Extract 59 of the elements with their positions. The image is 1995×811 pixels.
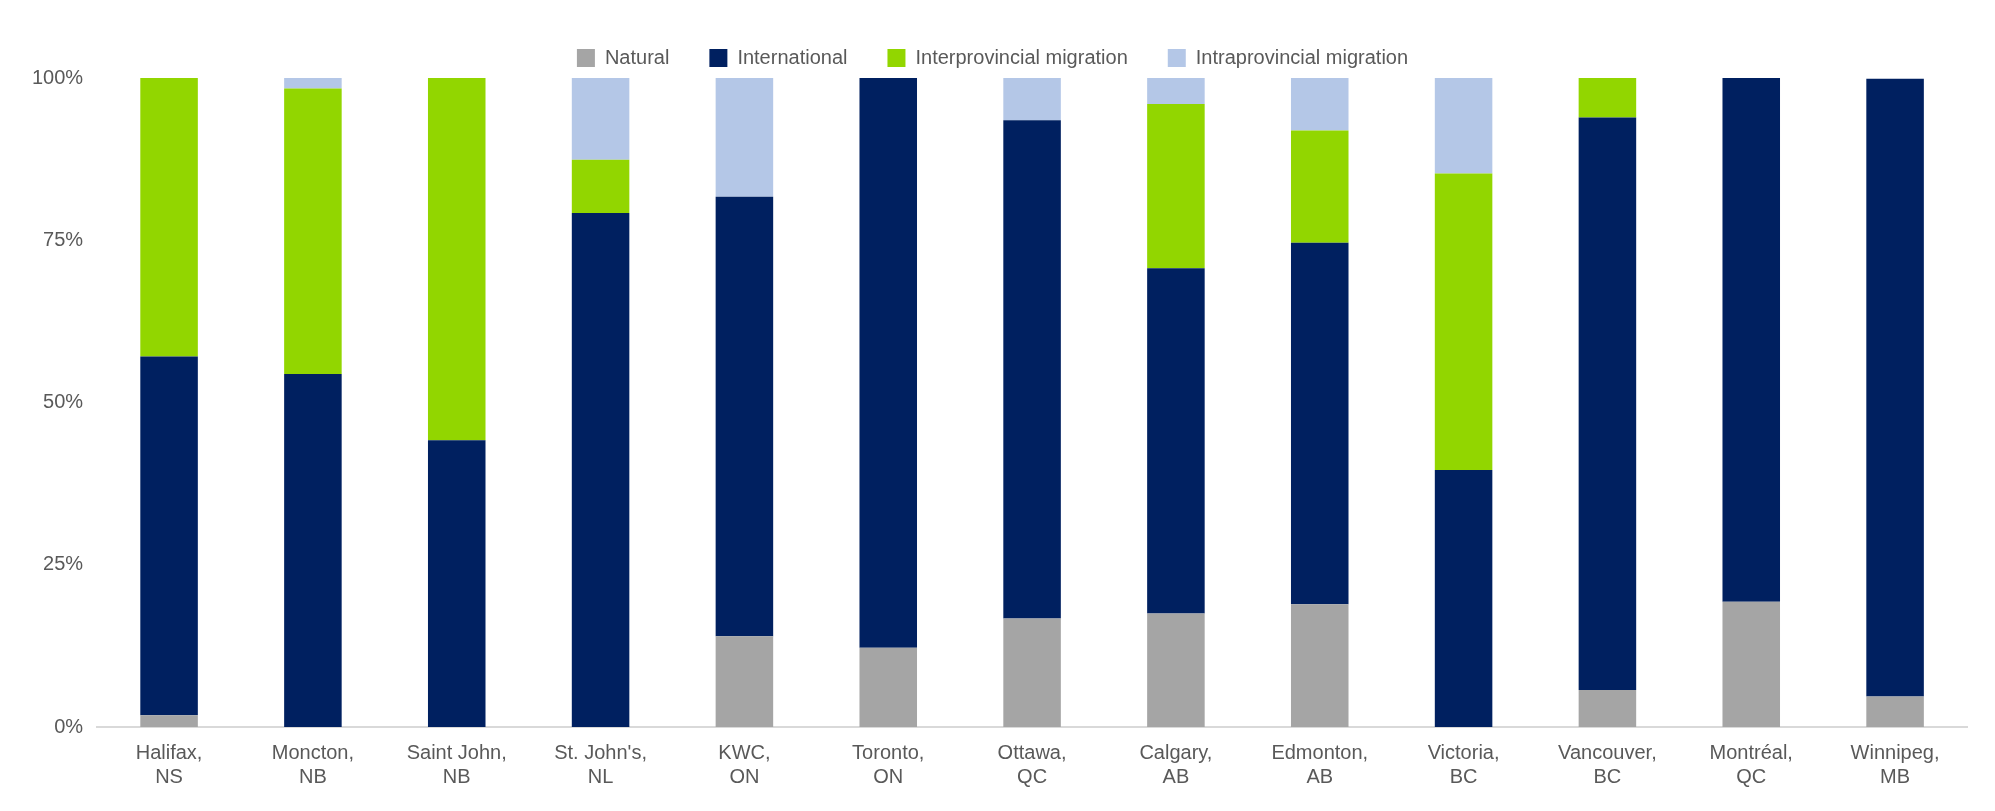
- bar: [859, 78, 918, 648]
- bar: [571, 212, 630, 727]
- bar: [1866, 696, 1924, 727]
- y-tick-label: 25%: [43, 552, 84, 575]
- legend-label: International: [737, 45, 848, 68]
- y-tick-label: 75%: [43, 227, 84, 250]
- bar: [427, 78, 486, 441]
- bar: [1578, 78, 1637, 118]
- bar: [571, 78, 630, 160]
- x-tick-label: Calgary, AB: [1139, 740, 1213, 787]
- legend-label: Intraprovincial migration: [1195, 45, 1409, 68]
- bar: [140, 78, 198, 357]
- x-tick-label: Ottawa, QC: [997, 740, 1067, 787]
- bar: [1578, 117, 1637, 691]
- bar: [1290, 130, 1349, 243]
- bar: [284, 88, 342, 374]
- legend-label: Natural: [604, 45, 670, 68]
- x-tick-label: Victoria, BC: [1427, 740, 1500, 787]
- x-tick-label: Winnipeg, MB: [1850, 740, 1940, 787]
- y-tick-label: 0%: [54, 714, 84, 737]
- bar: [1147, 78, 1205, 104]
- bar: [1290, 604, 1349, 727]
- bar: [1434, 470, 1493, 727]
- bar: [1722, 601, 1781, 727]
- x-tick-label: Moncton, NB: [271, 740, 355, 787]
- bar: [284, 373, 342, 727]
- bar: [1147, 613, 1205, 727]
- bar: [1578, 690, 1637, 727]
- bar: [859, 647, 918, 727]
- x-tick-label: Vancouver, BC: [1558, 740, 1657, 787]
- x-tick-label: Halifax, NS: [135, 740, 203, 787]
- y-tick-label: 50%: [43, 390, 84, 413]
- bar: [1866, 78, 1924, 697]
- bar: [715, 196, 774, 637]
- bar: [1003, 120, 1061, 619]
- x-tick-label: Toronto, ON: [852, 740, 925, 787]
- bar: [1722, 78, 1781, 602]
- bar: [1290, 78, 1349, 131]
- x-tick-label: KWC, ON: [718, 740, 771, 787]
- bar: [571, 159, 630, 213]
- bar: [715, 78, 774, 197]
- bar: [715, 636, 774, 727]
- x-tick-label: Montréal, QC: [1709, 740, 1793, 787]
- bar: [1003, 78, 1061, 121]
- x-tick-label: St. John's, NL: [554, 740, 647, 787]
- bar: [1290, 242, 1349, 605]
- bar: [140, 715, 198, 727]
- bar: [284, 78, 342, 89]
- bar: [1434, 78, 1493, 174]
- bar: [1147, 103, 1205, 269]
- bar: [1003, 618, 1061, 727]
- x-tick-label: Edmonton, AB: [1271, 740, 1369, 787]
- legend-label: Interprovincial migration: [915, 45, 1128, 68]
- bar: [1147, 268, 1205, 614]
- x-tick-label: Saint John, NB: [406, 740, 507, 787]
- bar: [140, 356, 198, 716]
- y-tick-label: 100%: [32, 65, 84, 88]
- bar: [427, 440, 486, 727]
- bar: [1434, 173, 1493, 470]
